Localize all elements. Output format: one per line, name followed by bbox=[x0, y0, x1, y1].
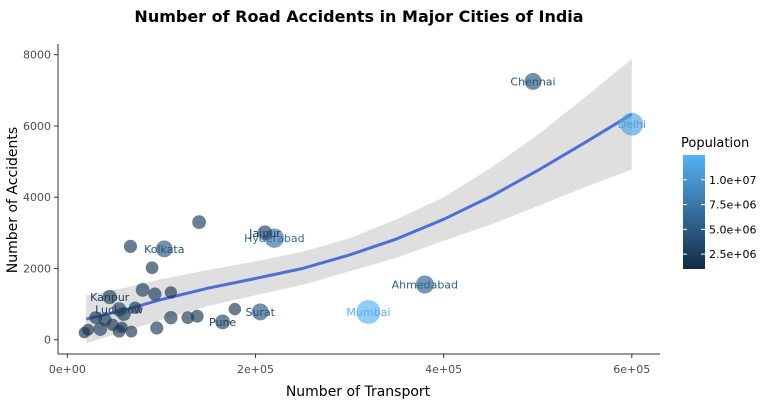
data-point bbox=[123, 239, 138, 253]
x-tick-label: 0e+00 bbox=[49, 363, 86, 376]
y-tick-label: 4000 bbox=[23, 191, 51, 204]
point-chennai bbox=[524, 72, 542, 90]
point-label-kolkata: Kolkata bbox=[144, 243, 184, 256]
y-tick-label: 8000 bbox=[23, 49, 51, 62]
data-point bbox=[228, 302, 242, 316]
point-label-pune: Pune bbox=[209, 316, 236, 329]
y-axis-label: Number of Accidents bbox=[5, 127, 21, 273]
data-point bbox=[89, 311, 102, 325]
point-ahmedabad bbox=[415, 275, 434, 294]
confidence-band bbox=[86, 58, 632, 344]
data-point bbox=[93, 322, 108, 336]
confidence-band-layer bbox=[86, 58, 632, 344]
data-point bbox=[190, 309, 204, 323]
data-point bbox=[192, 215, 206, 230]
data-point bbox=[128, 301, 142, 314]
chart-title: Number of Road Accidents in Major Cities… bbox=[134, 7, 583, 26]
point-label-lucknow: Lucknow bbox=[95, 303, 143, 316]
data-point bbox=[145, 261, 159, 275]
legend-tick-label: 5.0e+06 bbox=[709, 223, 756, 236]
legend-tick-label: 1.0e+07 bbox=[709, 174, 756, 187]
point-label-kanpur: Kanpur bbox=[90, 291, 130, 304]
point-label-chennai: Chennai bbox=[510, 75, 555, 88]
point-jaipur bbox=[257, 225, 273, 241]
data-point bbox=[78, 326, 91, 339]
population-legend: Population 2.5e+06 5.0e+06 7.5e+06 1.0e+07 bbox=[681, 136, 756, 269]
data-point bbox=[135, 282, 150, 297]
legend-tick-label: 2.5e+06 bbox=[709, 248, 756, 261]
point-label-hyderabad: Hyderabad bbox=[244, 232, 305, 245]
data-point bbox=[116, 321, 128, 333]
point-surat bbox=[251, 303, 269, 321]
x-tick-label: 4e+05 bbox=[425, 363, 462, 376]
trend-line-layer bbox=[85, 112, 633, 321]
data-point bbox=[164, 310, 178, 325]
data-point bbox=[150, 321, 164, 335]
x-tick-label: 2e+05 bbox=[237, 363, 274, 376]
point-labels-layer: Chennai Delhi Mumbai Ahmedabad HyderabadJaip… bbox=[90, 75, 646, 329]
point-label-jaipur: Jaipur bbox=[248, 227, 281, 240]
legend-title: Population bbox=[681, 136, 749, 151]
data-point bbox=[164, 286, 177, 299]
y-tick-label: 2000 bbox=[23, 262, 51, 275]
y-tick-label: 6000 bbox=[23, 120, 51, 133]
legend-tick-label: 7.5e+06 bbox=[709, 199, 756, 212]
data-point bbox=[148, 287, 162, 301]
point-pune bbox=[215, 314, 231, 330]
y-tick-label: 0 bbox=[44, 334, 51, 347]
points-layer bbox=[78, 72, 644, 339]
point-label-ahmedabad: Ahmedabad bbox=[392, 279, 458, 292]
data-point bbox=[125, 325, 138, 338]
point-label-delhi: Delhi bbox=[618, 118, 646, 131]
point-kolkata bbox=[155, 240, 173, 258]
trend-line bbox=[85, 112, 633, 321]
point-mumbai bbox=[356, 299, 381, 324]
point-delhi bbox=[620, 112, 644, 136]
x-tick-label: 6e+05 bbox=[613, 363, 650, 376]
x-axis-label: Number of Transport bbox=[286, 384, 431, 400]
axes-layer: 0e+00 2e+05 4e+05 6e+05 0 2000 4000 6000 8000 bbox=[23, 44, 660, 376]
point-label-mumbai: Mumbai bbox=[346, 306, 390, 319]
point-label-surat: Surat bbox=[245, 306, 275, 319]
point-kanpur bbox=[102, 289, 117, 305]
legend-colorbar bbox=[683, 155, 705, 269]
data-point bbox=[116, 307, 131, 321]
